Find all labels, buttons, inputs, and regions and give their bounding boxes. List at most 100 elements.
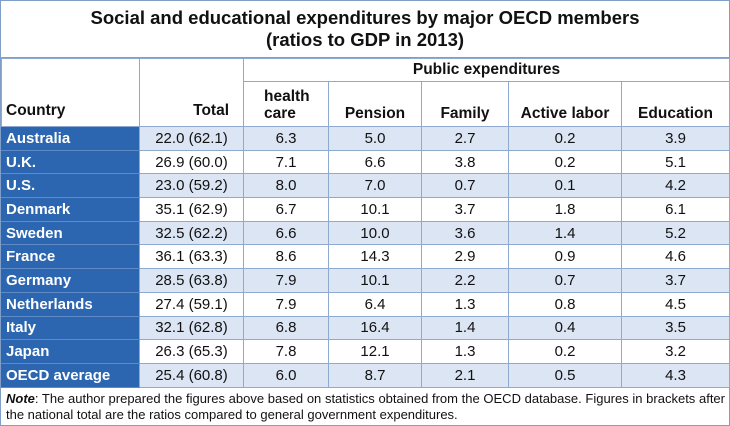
health-cell: 6.8	[243, 315, 329, 341]
column-header-education: Education	[620, 81, 730, 127]
pension-cell: 10.0	[328, 220, 422, 246]
pension-cell: 16.4	[328, 315, 422, 341]
education-cell: 5.2	[620, 220, 730, 246]
title-line-1: Social and educational expenditures by m…	[90, 7, 640, 28]
country-cell: Germany	[1, 268, 140, 293]
pension-cell: 10.1	[328, 268, 422, 293]
family-cell: 1.3	[421, 339, 509, 364]
total-cell: 23.0 (59.2)	[139, 173, 244, 199]
column-header-total: Total	[139, 58, 244, 127]
pension-cell: 14.3	[328, 244, 422, 270]
table-note: Note: The author prepared the figures ab…	[1, 388, 729, 423]
total-cell: 26.9 (60.0)	[139, 149, 244, 175]
table-row: OECD average 25.4 (60.8) 6.0 8.7 2.1 0.5 4.3	[1, 362, 730, 388]
family-cell: 2.7	[421, 126, 509, 151]
family-cell: 3.7	[421, 197, 509, 222]
education-cell: 5.1	[620, 149, 730, 175]
total-cell: 36.1 (63.3)	[139, 244, 244, 270]
active-labor-cell: 0.2	[508, 339, 622, 364]
table-row: Japan 26.3 (65.3) 7.8 12.1 1.3 0.2 3.2	[1, 339, 730, 364]
education-cell: 4.3	[620, 362, 730, 388]
active-labor-cell: 0.5	[508, 362, 622, 388]
country-cell: Italy	[1, 315, 140, 341]
title-line-2: (ratios to GDP in 2013)	[265, 29, 465, 50]
education-cell: 4.6	[620, 244, 730, 270]
table-row: Australia 22.0 (62.1) 6.3 5.0 2.7 0.2 3.9	[1, 126, 730, 151]
health-cell: 7.1	[243, 149, 329, 175]
table-row: Germany 28.5 (63.8) 7.9 10.1 2.2 0.7 3.7	[1, 268, 730, 293]
total-cell: 28.5 (63.8)	[139, 268, 244, 293]
table-row: Denmark 35.1 (62.9) 6.7 10.1 3.7 1.8 6.1	[1, 197, 730, 222]
country-cell: France	[1, 244, 140, 270]
country-cell: OECD average	[1, 362, 140, 388]
note-label: Note	[6, 390, 35, 406]
family-cell: 3.6	[421, 220, 509, 246]
table-row: Netherlands 27.4 (59.1) 7.9 6.4 1.3 0.8 4.5	[1, 291, 730, 317]
health-cell: 7.9	[243, 291, 329, 317]
column-header-health-care: health care	[243, 81, 329, 127]
country-cell: U.S.	[1, 173, 140, 199]
family-cell: 2.9	[421, 244, 509, 270]
family-cell: 1.3	[421, 291, 509, 317]
active-labor-cell: 0.2	[508, 126, 622, 151]
pension-cell: 7.0	[328, 173, 422, 199]
active-labor-cell: 1.4	[508, 220, 622, 246]
health-cell: 8.6	[243, 244, 329, 270]
column-header-country: Country	[1, 58, 140, 127]
table-row: U.S. 23.0 (59.2) 8.0 7.0 0.7 0.1 4.2	[1, 173, 730, 199]
health-cell: 6.0	[243, 362, 329, 388]
education-cell: 3.9	[620, 126, 730, 151]
family-cell: 2.1	[421, 362, 509, 388]
active-labor-cell: 0.9	[508, 244, 622, 270]
active-labor-cell: 0.4	[508, 315, 622, 341]
country-cell: Japan	[1, 339, 140, 364]
education-cell: 3.5	[620, 315, 730, 341]
total-cell: 25.4 (60.8)	[139, 362, 244, 388]
health-cell: 6.6	[243, 220, 329, 246]
health-cell: 8.0	[243, 173, 329, 199]
country-cell: Sweden	[1, 220, 140, 246]
table-title: Social and educational expenditures by m…	[1, 1, 729, 58]
health-cell: 7.8	[243, 339, 329, 364]
active-labor-cell: 1.8	[508, 197, 622, 222]
active-labor-cell: 0.1	[508, 173, 622, 199]
table-row: Sweden 32.5 (62.2) 6.6 10.0 3.6 1.4 5.2	[1, 220, 730, 246]
table-body: Australia 22.0 (62.1) 6.3 5.0 2.7 0.2 3.9 U.K. 2…	[1, 126, 730, 388]
health-cell: 6.3	[243, 126, 329, 151]
education-cell: 3.7	[620, 268, 730, 293]
education-cell: 4.5	[620, 291, 730, 317]
total-cell: 27.4 (59.1)	[139, 291, 244, 317]
education-cell: 3.2	[620, 339, 730, 364]
pension-cell: 5.0	[328, 126, 422, 151]
total-cell: 22.0 (62.1)	[139, 126, 244, 151]
pension-cell: 6.4	[328, 291, 422, 317]
family-cell: 0.7	[421, 173, 509, 199]
family-cell: 1.4	[421, 315, 509, 341]
active-labor-cell: 0.7	[508, 268, 622, 293]
family-cell: 2.2	[421, 268, 509, 293]
table-row: Italy 32.1 (62.8) 6.8 16.4 1.4 0.4 3.5	[1, 315, 730, 341]
column-header-pension: Pension	[328, 81, 422, 127]
total-cell: 32.1 (62.8)	[139, 315, 244, 341]
country-cell: Australia	[1, 126, 140, 151]
note-text: : The author prepared the figures above …	[6, 390, 725, 422]
total-cell: 26.3 (65.3)	[139, 339, 244, 364]
country-cell: U.K.	[1, 149, 140, 175]
expenditure-table: Country Total Public expenditures health…	[1, 58, 730, 388]
table-row: U.K. 26.9 (60.0) 7.1 6.6 3.8 0.2 5.1	[1, 149, 730, 175]
column-header-active-labor: Active labor	[508, 81, 622, 127]
table-row: France 36.1 (63.3) 8.6 14.3 2.9 0.9 4.6	[1, 244, 730, 270]
pension-cell: 10.1	[328, 197, 422, 222]
total-cell: 35.1 (62.9)	[139, 197, 244, 222]
column-header-family: Family	[421, 81, 509, 127]
education-cell: 4.2	[620, 173, 730, 199]
pension-cell: 8.7	[328, 362, 422, 388]
active-labor-cell: 0.8	[508, 291, 622, 317]
country-cell: Netherlands	[1, 291, 140, 317]
active-labor-cell: 0.2	[508, 149, 622, 175]
country-cell: Denmark	[1, 197, 140, 222]
health-cell: 6.7	[243, 197, 329, 222]
health-cell: 7.9	[243, 268, 329, 293]
family-cell: 3.8	[421, 149, 509, 175]
